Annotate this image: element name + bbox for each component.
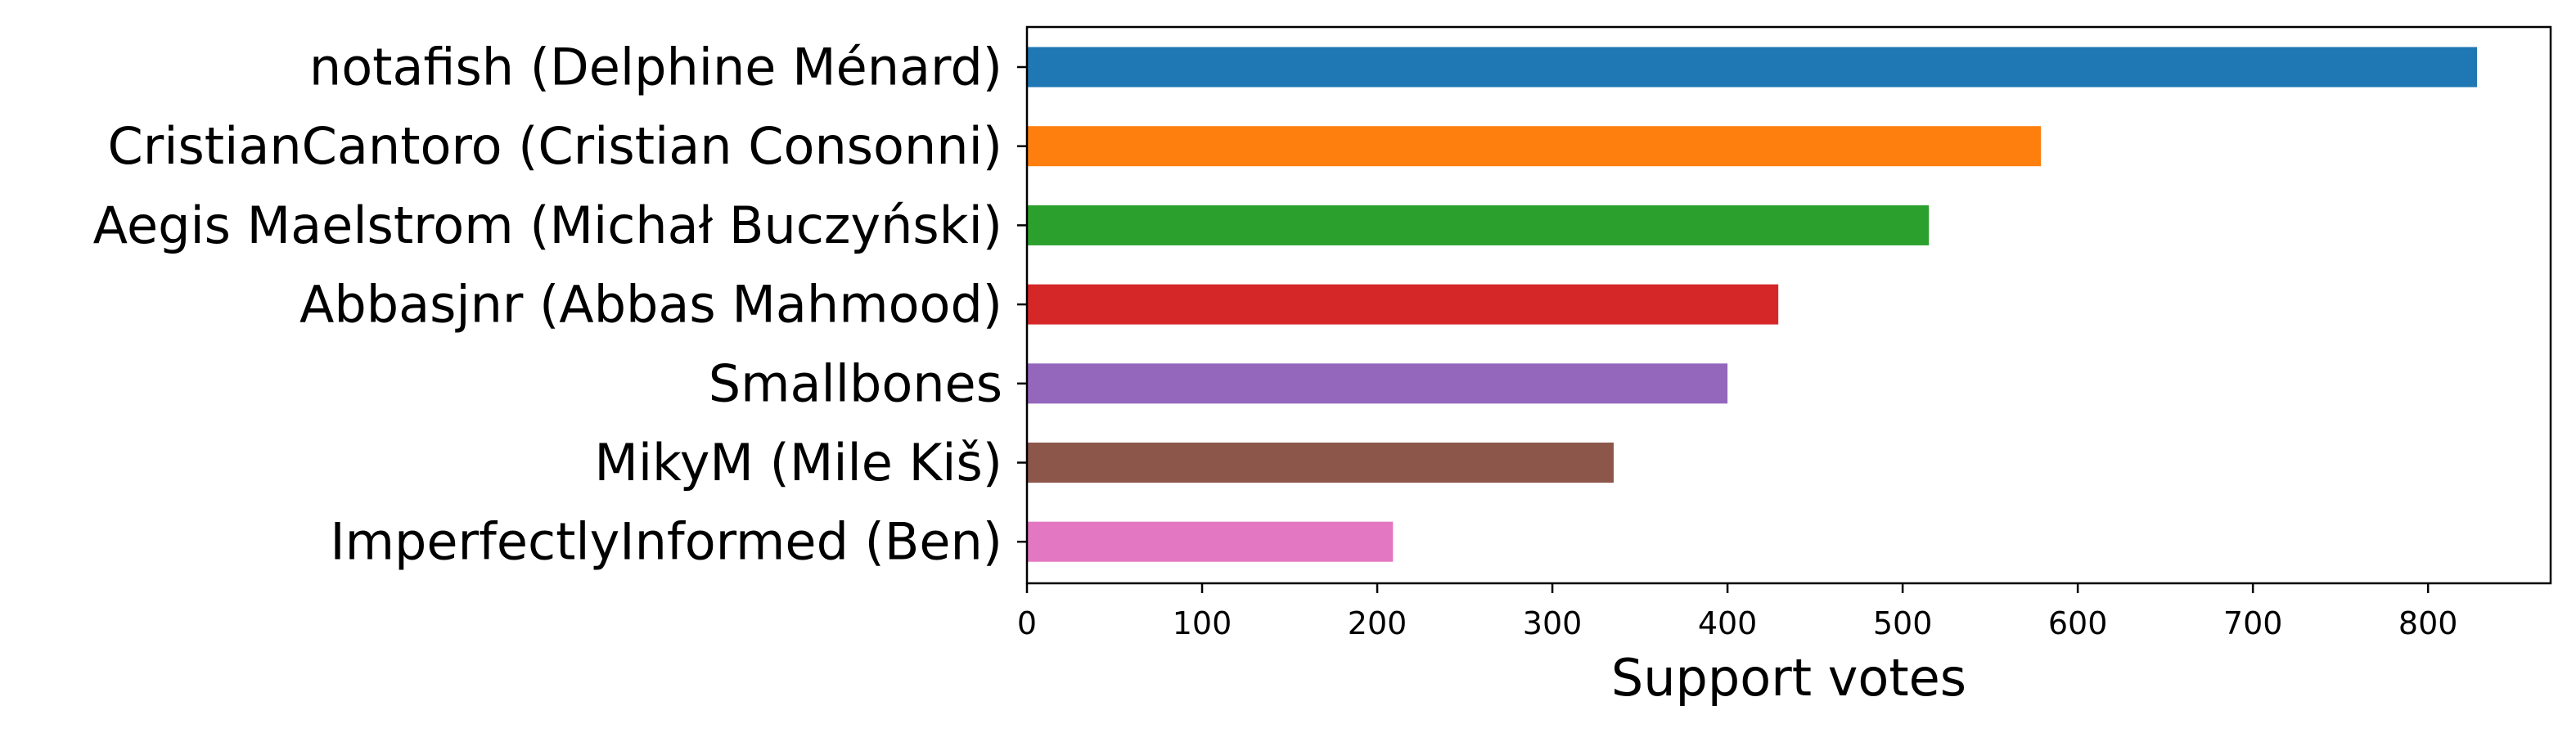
- x-axis-title: Support votes: [1611, 648, 1966, 708]
- x-tick-label: 300: [1523, 605, 1583, 641]
- x-tick-label: 100: [1173, 605, 1232, 641]
- x-axis-ticks: 0 100 200 300 400 500 600 700 800: [1017, 583, 2458, 641]
- x-tick-label: 600: [2048, 605, 2108, 641]
- x-tick-label: 0: [1017, 605, 1037, 641]
- category-labels: notafish (Delphine Ménard) CristianCantor…: [93, 38, 1027, 572]
- plot-frame: [1025, 25, 2552, 585]
- x-tick-label: 800: [2398, 605, 2458, 641]
- bar-2: [1027, 126, 2042, 167]
- x-tick-label: 500: [1873, 605, 1933, 641]
- bar-6: [1027, 443, 1614, 483]
- category-label: ImperfectlyInformed (Ben): [330, 512, 1002, 572]
- x-tick-label: 200: [1348, 605, 1407, 641]
- x-tick-label: 700: [2223, 605, 2283, 641]
- x-tick-label: 400: [1698, 605, 1758, 641]
- category-label: CristianCantoro (Cristian Consonni): [107, 116, 1002, 176]
- bar-7: [1027, 521, 1394, 562]
- category-label: Smallbones: [709, 353, 1002, 413]
- bar-5: [1027, 363, 1728, 404]
- bar-4: [1027, 284, 1779, 325]
- bars-group: [1027, 47, 2478, 562]
- bar-1: [1027, 47, 2478, 88]
- category-label: Aegis Maelstrom (Michał Buczyński): [93, 196, 1002, 255]
- bar-3: [1027, 205, 1930, 245]
- category-label: Abbasjnr (Abbas Mahmood): [299, 275, 1002, 335]
- category-label: notafish (Delphine Ménard): [309, 38, 1002, 97]
- category-label: MikyM (Mile Kiš): [594, 433, 1002, 492]
